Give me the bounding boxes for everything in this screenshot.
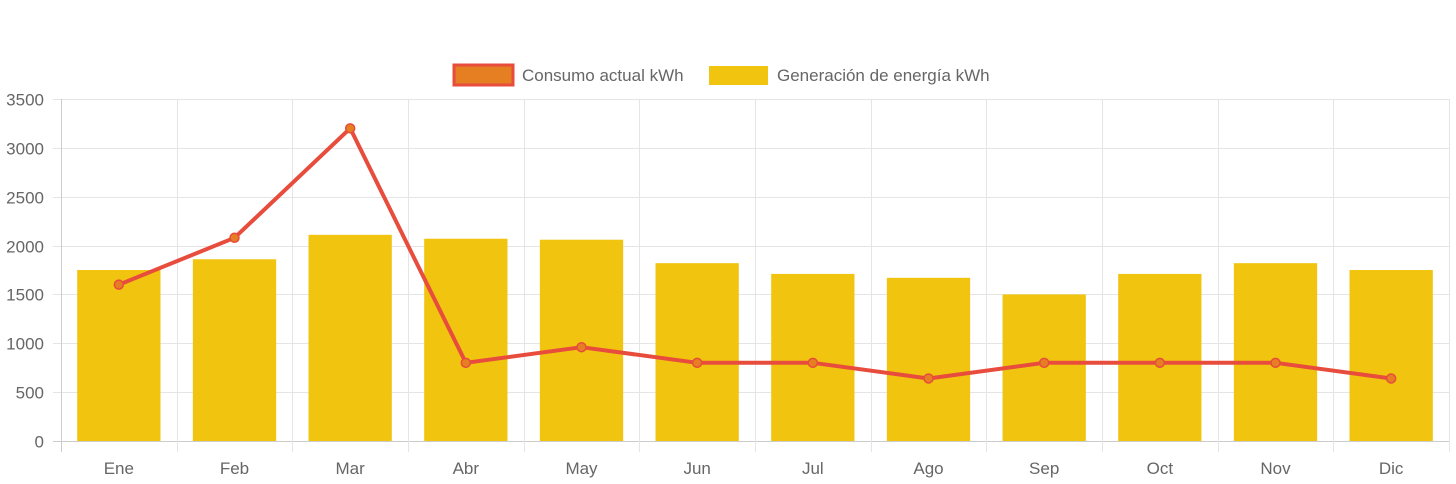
point-consumo: [576, 341, 587, 353]
x-tick-label: May: [565, 459, 598, 478]
y-tick-label: 500: [16, 384, 44, 403]
grid-layer: [53, 99, 1450, 452]
x-tick-label: Jul: [802, 459, 824, 478]
legend-item-generacion[interactable]: Generación de energía kWh: [709, 66, 990, 85]
point-consumo: [1385, 373, 1397, 384]
x-tick-label: Oct: [1147, 459, 1174, 478]
y-tick-label: 0: [35, 433, 44, 452]
point-consumo: [113, 279, 125, 290]
line-layer: [113, 123, 1397, 384]
x-tick-label: Jun: [683, 459, 710, 478]
legend: Consumo actual kWh Generación de energía…: [452, 63, 990, 87]
legend-swatch-generacion: [709, 66, 768, 85]
bar-generacion: [1118, 273, 1202, 441]
x-tick-label: Abr: [453, 459, 480, 478]
x-tick-label: Nov: [1260, 459, 1291, 478]
point-consumo: [460, 357, 472, 369]
y-tick-label: 1500: [6, 286, 44, 305]
bar-generacion: [1233, 263, 1318, 441]
legend-swatch-consumo: [452, 63, 515, 87]
legend-label-consumo: Consumo actual kWh: [522, 66, 684, 85]
bar-generacion: [886, 277, 971, 441]
point-consumo: [1270, 357, 1281, 369]
x-tick-label: Ene: [104, 459, 134, 478]
bar-generacion: [192, 259, 277, 441]
y-tick-label: 2000: [6, 238, 44, 257]
bar-generacion: [1349, 270, 1433, 441]
bar-generacion: [539, 239, 624, 441]
y-tick-label: 3500: [6, 91, 44, 110]
x-tick-label: Feb: [220, 459, 249, 478]
bar-generacion: [308, 234, 392, 441]
bar-generacion: [77, 270, 161, 441]
point-consumo: [1038, 357, 1050, 369]
y-tick-label: 1000: [6, 335, 44, 354]
y-tick-label: 2500: [6, 189, 44, 208]
point-consumo: [344, 123, 356, 134]
line-consumo: [116, 126, 1394, 381]
x-tick-label: Dic: [1379, 459, 1404, 478]
x-tick-label: Mar: [336, 459, 366, 478]
point-consumo: [807, 357, 819, 369]
point-consumo: [691, 357, 703, 369]
legend-label-generacion: Generación de energía kWh: [777, 66, 990, 85]
point-consumo: [923, 373, 934, 384]
point-consumo: [1154, 357, 1166, 369]
bar-layer: [77, 234, 1433, 441]
y-tick-label: 3000: [6, 140, 44, 159]
bar-generacion: [655, 263, 739, 441]
x-tick-label: Sep: [1029, 459, 1059, 478]
bar-generacion: [424, 238, 508, 441]
axis-layer: 0 500 1000 1500 2000 2500 3000 3500 Ene Feb Mar Abr…: [6, 91, 1404, 479]
legend-item-consumo[interactable]: Consumo actual kWh: [452, 63, 684, 87]
point-consumo: [229, 232, 240, 244]
bar-generacion: [771, 273, 855, 441]
x-tick-label: Ago: [913, 459, 943, 478]
